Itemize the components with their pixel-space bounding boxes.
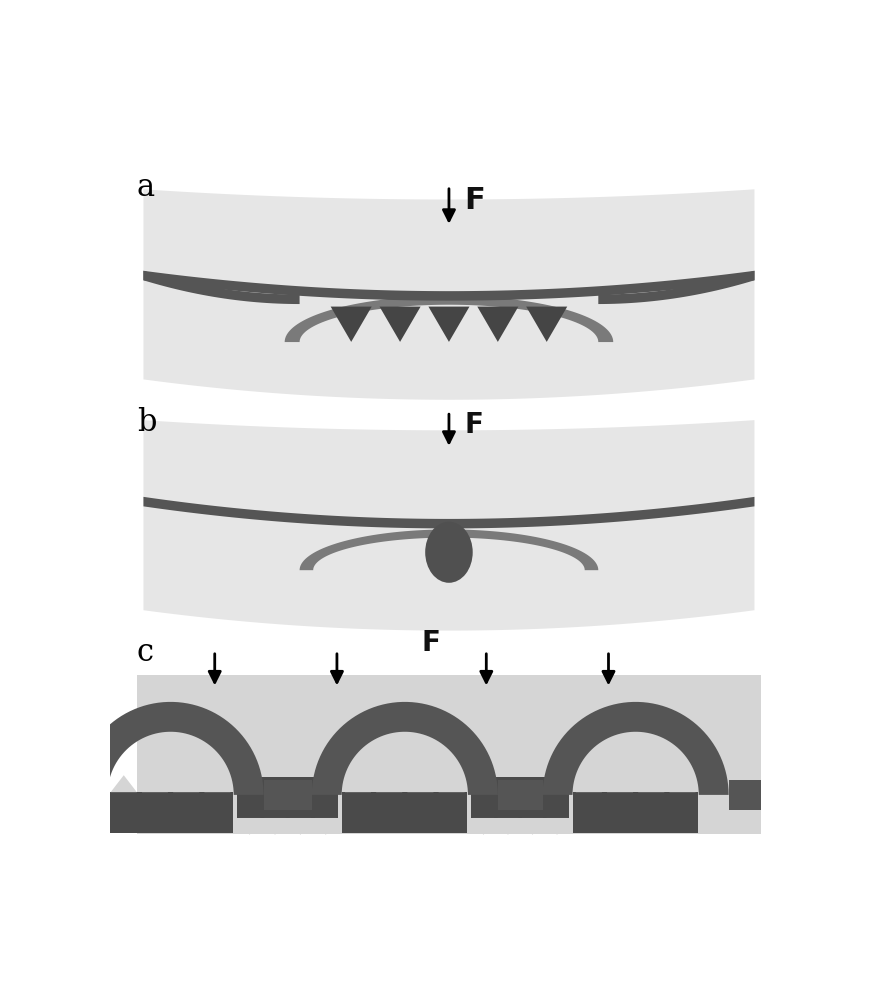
Bar bbox=[498, 780, 542, 810]
Text: a: a bbox=[137, 172, 155, 203]
Polygon shape bbox=[110, 775, 137, 792]
Polygon shape bbox=[526, 307, 568, 342]
PathPatch shape bbox=[144, 497, 754, 528]
Polygon shape bbox=[265, 818, 286, 835]
Bar bbox=[573, 792, 698, 833]
Polygon shape bbox=[204, 775, 230, 792]
Bar bbox=[137, 675, 761, 834]
Text: F: F bbox=[464, 186, 485, 215]
Polygon shape bbox=[607, 775, 633, 792]
Polygon shape bbox=[669, 775, 696, 792]
Polygon shape bbox=[638, 775, 664, 792]
PathPatch shape bbox=[285, 296, 613, 342]
PathPatch shape bbox=[78, 702, 264, 795]
Bar bbox=[343, 792, 467, 833]
Polygon shape bbox=[439, 775, 465, 792]
PathPatch shape bbox=[312, 702, 498, 795]
Polygon shape bbox=[379, 307, 420, 342]
Polygon shape bbox=[330, 307, 371, 342]
Polygon shape bbox=[522, 818, 543, 835]
PathPatch shape bbox=[144, 189, 754, 400]
Polygon shape bbox=[142, 775, 168, 792]
Bar bbox=[729, 780, 761, 810]
Polygon shape bbox=[428, 307, 470, 342]
Polygon shape bbox=[315, 818, 336, 835]
Bar bbox=[471, 777, 569, 818]
Bar bbox=[108, 792, 233, 833]
PathPatch shape bbox=[144, 420, 754, 631]
Bar bbox=[264, 780, 312, 810]
PathPatch shape bbox=[144, 271, 754, 301]
Ellipse shape bbox=[425, 522, 473, 583]
Polygon shape bbox=[239, 818, 260, 835]
Polygon shape bbox=[477, 307, 519, 342]
Polygon shape bbox=[407, 775, 434, 792]
PathPatch shape bbox=[300, 529, 598, 570]
Text: F: F bbox=[464, 411, 484, 439]
Polygon shape bbox=[498, 818, 519, 835]
Polygon shape bbox=[345, 775, 371, 792]
Polygon shape bbox=[376, 775, 402, 792]
Text: c: c bbox=[137, 637, 153, 668]
PathPatch shape bbox=[598, 271, 754, 304]
PathPatch shape bbox=[542, 702, 729, 795]
Polygon shape bbox=[547, 818, 568, 835]
Text: F: F bbox=[421, 629, 441, 657]
Bar bbox=[237, 777, 338, 818]
Polygon shape bbox=[473, 818, 494, 835]
Polygon shape bbox=[290, 818, 311, 835]
Polygon shape bbox=[173, 775, 200, 792]
Polygon shape bbox=[576, 775, 602, 792]
PathPatch shape bbox=[144, 271, 300, 304]
Text: b: b bbox=[137, 407, 156, 438]
